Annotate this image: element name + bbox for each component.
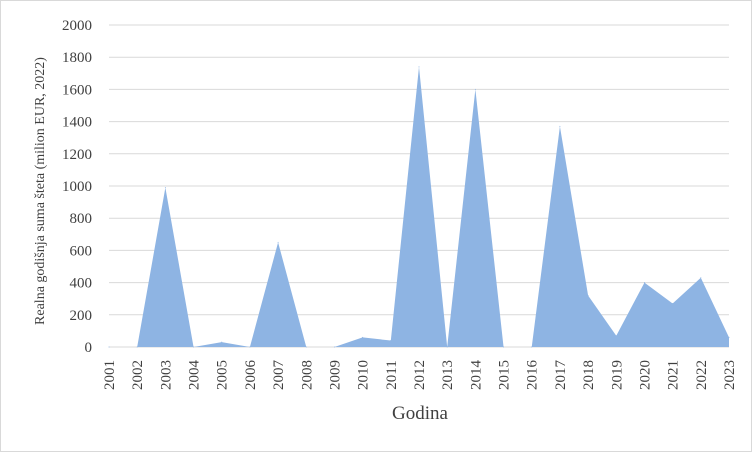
- y-tick-label: 600: [70, 243, 93, 259]
- x-tick-label: 2019: [609, 360, 625, 390]
- data-point: [333, 346, 335, 348]
- x-tick-label: 2016: [525, 360, 541, 391]
- x-tick-label: 2023: [722, 360, 738, 390]
- x-tick-label: 2001: [102, 360, 118, 390]
- x-tick-label: 2010: [356, 360, 372, 390]
- x-tick-labels: 2001 2002 2003 2004 2005 2006 2007 2008 2009 2010…: [102, 360, 738, 391]
- x-tick-label: 2011: [384, 360, 400, 389]
- y-tick-label: 2000: [62, 18, 92, 34]
- data-point: [108, 346, 110, 348]
- x-tick-label: 2012: [412, 360, 428, 390]
- y-tick-label: 1400: [62, 115, 92, 131]
- data-point: [587, 294, 589, 296]
- x-tick-label: 2013: [440, 360, 456, 390]
- y-tick-label: 1000: [62, 179, 92, 195]
- data-point: [615, 335, 617, 337]
- x-tick-label: 2021: [666, 360, 682, 390]
- y-tick-label: 1200: [62, 147, 92, 163]
- data-point: [503, 346, 505, 348]
- area-fill: [109, 66, 729, 348]
- y-tick-label: 200: [70, 308, 93, 324]
- data-point: [559, 125, 561, 127]
- data-point: [277, 241, 279, 243]
- data-point: [672, 303, 674, 305]
- x-tick-label: 2004: [187, 360, 203, 391]
- data-point: [221, 341, 223, 343]
- data-point: [362, 336, 364, 338]
- data-point: [700, 277, 702, 279]
- data-point: [390, 340, 392, 342]
- x-axis-title: Godina: [392, 403, 449, 424]
- x-tick-label: 2005: [215, 360, 231, 390]
- x-tick-label: 2008: [299, 360, 315, 390]
- data-point: [305, 346, 307, 348]
- data-point: [418, 66, 420, 68]
- y-tick-labels: 0 200 400 600 800 1000 1200 1400 1600 1800 2000: [62, 18, 92, 356]
- data-point: [446, 346, 448, 348]
- x-tick-label: 2020: [637, 360, 653, 390]
- y-tick-label: 1600: [62, 82, 92, 98]
- y-tick-label: 800: [70, 211, 93, 227]
- x-tick-label: 2006: [243, 360, 259, 391]
- y-tick-label: 400: [70, 276, 93, 292]
- data-point: [643, 282, 645, 284]
- x-tick-label: 2015: [497, 360, 513, 390]
- y-axis-title: Realna godišnja suma šteta (milion EUR, …: [33, 57, 48, 325]
- data-point: [136, 346, 138, 348]
- data-point: [249, 346, 251, 348]
- data-point: [164, 187, 166, 189]
- area-series: [108, 66, 730, 348]
- x-tick-label: 2009: [327, 360, 343, 390]
- x-tick-label: 2018: [581, 360, 597, 390]
- x-tick-label: 2003: [158, 360, 174, 390]
- x-tick-label: 2007: [271, 360, 287, 391]
- data-point: [531, 346, 533, 348]
- data-point: [728, 336, 730, 338]
- x-tick-label: 2002: [130, 360, 146, 390]
- data-point: [474, 88, 476, 90]
- x-tick-label: 2022: [694, 360, 710, 390]
- y-tick-label: 0: [85, 340, 93, 356]
- x-tick-label: 2014: [468, 360, 484, 391]
- data-point: [193, 346, 195, 348]
- y-tick-label: 1800: [62, 50, 92, 66]
- x-tick-label: 2017: [553, 360, 569, 391]
